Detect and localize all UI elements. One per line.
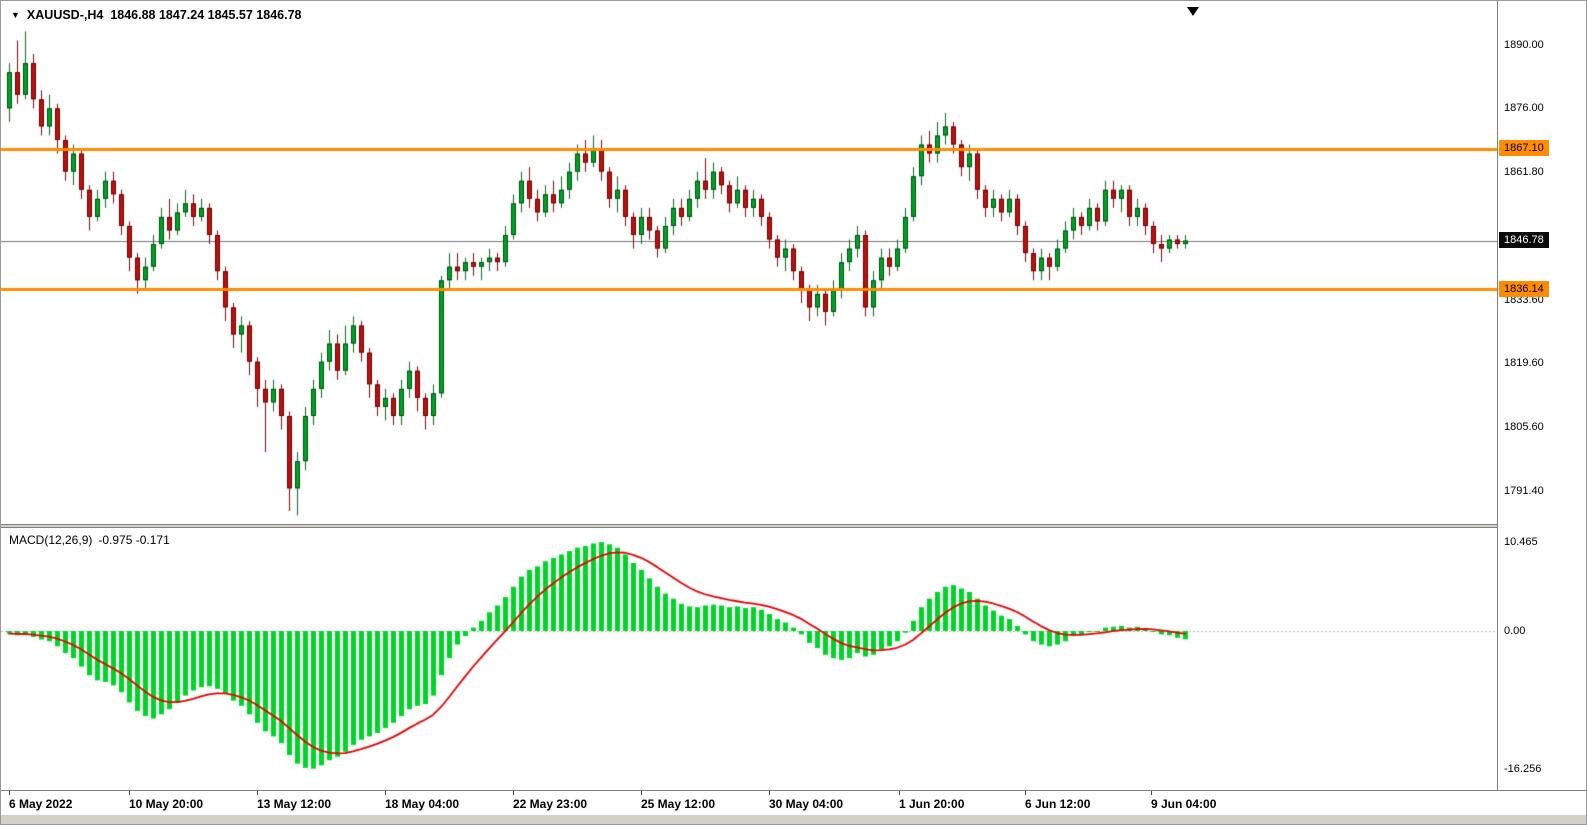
macd-tick: 10.465	[1504, 536, 1538, 548]
ohlc-readout: 1846.88 1847.24 1845.57 1846.78	[110, 8, 302, 22]
chart-header: ▼ XAUUSD-,H4 1846.88 1847.24 1845.57 184…	[11, 8, 301, 22]
symbol-timeframe-label: XAUUSD-,H4	[26, 8, 104, 22]
macd-indicator-header: MACD(12,26,9) -0.975 -0.171	[9, 533, 170, 547]
pane-separator[interactable]	[1, 524, 1586, 528]
time-axis-tick	[769, 791, 770, 795]
time-axis-tick	[899, 791, 900, 795]
price-tick: 1791.40	[1504, 485, 1544, 497]
time-label: 1 Jun 20:00	[899, 797, 965, 811]
time-label: 9 Jun 04:00	[1151, 797, 1217, 811]
macd-tick: -16.256	[1504, 763, 1542, 775]
price-chart-canvas[interactable]	[1, 1, 1497, 524]
hline-price-badge-upper: 1867.10	[1499, 140, 1549, 156]
time-axis-tick	[257, 791, 258, 795]
time-axis-tick	[513, 791, 514, 795]
macd-tick: 0.00	[1504, 625, 1526, 637]
time-axis-tick	[1151, 791, 1152, 795]
price-tick: 1890.00	[1504, 39, 1544, 51]
macd-indicator-label: MACD(12,26,9)	[9, 533, 93, 547]
price-scale[interactable]: 1890.00 1876.00 1861.80 1833.60 1819.60 …	[1497, 1, 1586, 790]
time-scale[interactable]: 6 May 2022 10 May 20:00 13 May 12:00 18 …	[1, 790, 1586, 815]
price-tick: 1805.60	[1504, 421, 1544, 433]
time-label: 6 May 2022	[9, 797, 73, 811]
time-label: 25 May 12:00	[641, 797, 716, 811]
time-label: 10 May 20:00	[129, 797, 204, 811]
time-label: 22 May 23:00	[513, 797, 588, 811]
price-tick: 1861.80	[1504, 166, 1544, 178]
time-axis-tick	[1025, 791, 1026, 795]
macd-chart-canvas[interactable]	[1, 528, 1497, 790]
hline-price-badge-lower: 1836.14	[1499, 281, 1549, 297]
symbol-dropdown-icon[interactable]: ▼	[11, 10, 20, 20]
time-label: 6 Jun 12:00	[1025, 797, 1091, 811]
macd-indicator-values: -0.975 -0.171	[98, 533, 170, 547]
price-tick: 1819.60	[1504, 357, 1544, 369]
time-label: 13 May 12:00	[257, 797, 332, 811]
price-tick: 1833.60	[1504, 294, 1544, 306]
price-tick: 1876.00	[1504, 102, 1544, 114]
chart-shift-marker-icon[interactable]	[1187, 7, 1199, 16]
time-label: 18 May 04:00	[385, 797, 460, 811]
time-label: 30 May 04:00	[769, 797, 844, 811]
time-axis-tick	[641, 791, 642, 795]
time-axis-tick	[9, 791, 10, 795]
time-axis-tick	[385, 791, 386, 795]
current-price-badge: 1846.78	[1499, 232, 1549, 248]
time-axis-tick	[129, 791, 130, 795]
